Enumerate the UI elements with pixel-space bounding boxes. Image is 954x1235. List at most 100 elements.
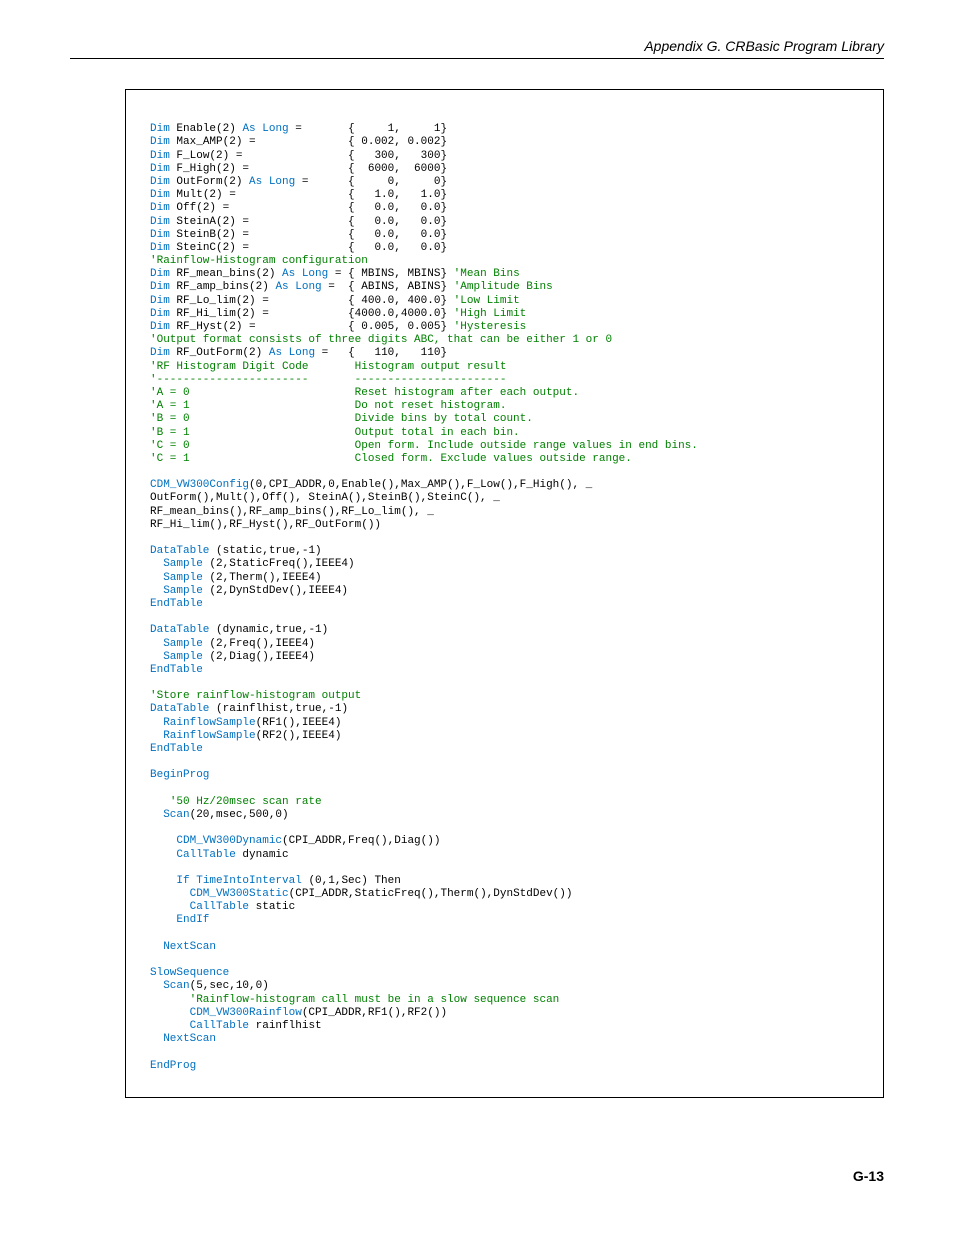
code-token: rainflhist bbox=[249, 1020, 322, 1032]
code-token: 'C = 1 Closed form. Exclude values outsi… bbox=[150, 453, 632, 465]
code-token bbox=[150, 875, 176, 887]
code-token: RF_OutForm(2) bbox=[170, 347, 269, 359]
code-token bbox=[150, 888, 190, 900]
code-token: Dim bbox=[150, 150, 170, 162]
code-token bbox=[150, 980, 163, 992]
code-token: Dim bbox=[150, 216, 170, 228]
page: Appendix G. CRBasic Program Library Dim … bbox=[0, 0, 954, 1234]
code-token: Sample bbox=[163, 572, 203, 584]
code-token: EndProg bbox=[150, 1060, 196, 1072]
page-header: Appendix G. CRBasic Program Library bbox=[70, 38, 884, 59]
code-token: 'High Limit bbox=[454, 308, 527, 320]
code-token: CDM_VW300Config bbox=[150, 479, 249, 491]
code-token: BeginProg bbox=[150, 769, 209, 781]
code-token: 'Rainflow-histogram call must be in a sl… bbox=[190, 994, 560, 1006]
code-token: RainflowSample bbox=[163, 717, 255, 729]
code-token: CallTable bbox=[190, 1020, 249, 1032]
code-token bbox=[150, 849, 176, 861]
code-token: Dim bbox=[150, 136, 170, 148]
code-token: As Long bbox=[269, 347, 315, 359]
code-token: Mult(2) = { 1.0, 1.0} bbox=[170, 189, 447, 201]
code-token: (2,StaticFreq(),IEEE4) bbox=[203, 558, 355, 570]
code-token: Sample bbox=[163, 638, 203, 650]
code-token: SlowSequence bbox=[150, 967, 229, 979]
page-footer: G-13 bbox=[70, 1168, 884, 1184]
code-token: OutForm(),Mult(),Off(), SteinA(),SteinB(… bbox=[150, 492, 500, 504]
code-token: RF_mean_bins(2) bbox=[170, 268, 282, 280]
code-listing: Dim Enable(2) As Long = { 1, 1} Dim Max_… bbox=[150, 110, 869, 1073]
code-token: = { 1, 1} bbox=[289, 123, 447, 135]
header-text: Appendix G. CRBasic Program Library bbox=[644, 38, 884, 54]
code-token: = { 0, 0} bbox=[295, 176, 447, 188]
code-token: Sample bbox=[163, 651, 203, 663]
code-token bbox=[150, 796, 170, 808]
code-token: As Long bbox=[242, 123, 288, 135]
code-token: (2,Diag(),IEEE4) bbox=[203, 651, 315, 663]
code-token: DataTable bbox=[150, 624, 209, 636]
code-token: Max_AMP(2) = { 0.002, 0.002} bbox=[170, 136, 447, 148]
code-token: Dim bbox=[150, 281, 170, 293]
code-token: Dim bbox=[150, 308, 170, 320]
code-token: As Long bbox=[282, 268, 328, 280]
code-token bbox=[150, 730, 163, 742]
code-token: As Long bbox=[275, 281, 321, 293]
code-token: 'RF Histogram Digit Code Histogram outpu… bbox=[150, 361, 506, 373]
code-token: (0,CPI_ADDR,0,Enable(),Max_AMP(),F_Low()… bbox=[249, 479, 592, 491]
code-token bbox=[150, 835, 176, 847]
code-token: Dim bbox=[150, 268, 170, 280]
code-token: NextScan bbox=[163, 1033, 216, 1045]
code-token: Dim bbox=[150, 176, 170, 188]
code-token bbox=[150, 585, 163, 597]
code-token: '----------------------- ---------------… bbox=[150, 374, 506, 386]
code-token: 'A = 1 Do not reset histogram. bbox=[150, 400, 506, 412]
code-token: 'B = 0 Divide bins by total count. bbox=[150, 413, 533, 425]
code-token: (RF1(),IEEE4) bbox=[256, 717, 342, 729]
code-token: SteinB(2) = { 0.0, 0.0} bbox=[170, 229, 447, 241]
code-token: 'Mean Bins bbox=[454, 268, 520, 280]
code-token: F_High(2) = { 6000, 6000} bbox=[170, 163, 447, 175]
code-token: = { ABINS, ABINS} bbox=[322, 281, 454, 293]
code-token: Dim bbox=[150, 202, 170, 214]
code-token: Dim bbox=[150, 347, 170, 359]
code-token: DataTable bbox=[150, 703, 209, 715]
code-token: (rainflhist,true,-1) bbox=[209, 703, 348, 715]
code-token: (5,sec,10,0) bbox=[190, 980, 269, 992]
code-token: (CPI_ADDR,RF1(),RF2()) bbox=[302, 1007, 447, 1019]
code-token: Dim bbox=[150, 163, 170, 175]
code-token: Dim bbox=[150, 123, 170, 135]
code-token: = { MBINS, MBINS} bbox=[328, 268, 453, 280]
code-token: 'B = 1 Output total in each bin. bbox=[150, 427, 520, 439]
code-token bbox=[150, 1033, 163, 1045]
code-token: (CPI_ADDR,Freq(),Diag()) bbox=[282, 835, 440, 847]
code-token: TimeIntoInterval bbox=[196, 875, 302, 887]
code-token: Dim bbox=[150, 189, 170, 201]
code-token: 'Amplitude Bins bbox=[454, 281, 553, 293]
code-token: Dim bbox=[150, 229, 170, 241]
code-token: RF_Hi_lim(2) = {4000.0,4000.0} bbox=[170, 308, 454, 320]
code-token: Sample bbox=[163, 558, 203, 570]
code-token bbox=[150, 1007, 190, 1019]
code-token: As Long bbox=[249, 176, 295, 188]
code-token: RF_Hi_lim(),RF_Hyst(),RF_OutForm()) bbox=[150, 519, 381, 531]
code-token bbox=[150, 914, 176, 926]
code-token: (2,Therm(),IEEE4) bbox=[203, 572, 322, 584]
code-listing-box: Dim Enable(2) As Long = { 1, 1} Dim Max_… bbox=[125, 89, 884, 1098]
code-token: CallTable bbox=[176, 849, 235, 861]
code-token: (RF2(),IEEE4) bbox=[256, 730, 342, 742]
code-token: Scan bbox=[163, 980, 189, 992]
code-token: EndTable bbox=[150, 664, 203, 676]
code-token: (2,Freq(),IEEE4) bbox=[203, 638, 315, 650]
code-token: 'Low Limit bbox=[454, 295, 520, 307]
code-token: F_Low(2) = { 300, 300} bbox=[170, 150, 447, 162]
code-token: 'A = 0 Reset histogram after each output… bbox=[150, 387, 579, 399]
code-token: OutForm(2) bbox=[170, 176, 249, 188]
code-token bbox=[150, 717, 163, 729]
code-token: If bbox=[176, 875, 189, 887]
code-token: EndTable bbox=[150, 598, 203, 610]
code-token bbox=[150, 1020, 190, 1032]
code-token: 'Store rainflow-histogram output bbox=[150, 690, 361, 702]
footer-text: G-13 bbox=[853, 1168, 884, 1184]
code-token: CDM_VW300Static bbox=[190, 888, 289, 900]
code-token: '50 Hz/20msec scan rate bbox=[170, 796, 322, 808]
code-token: RainflowSample bbox=[163, 730, 255, 742]
